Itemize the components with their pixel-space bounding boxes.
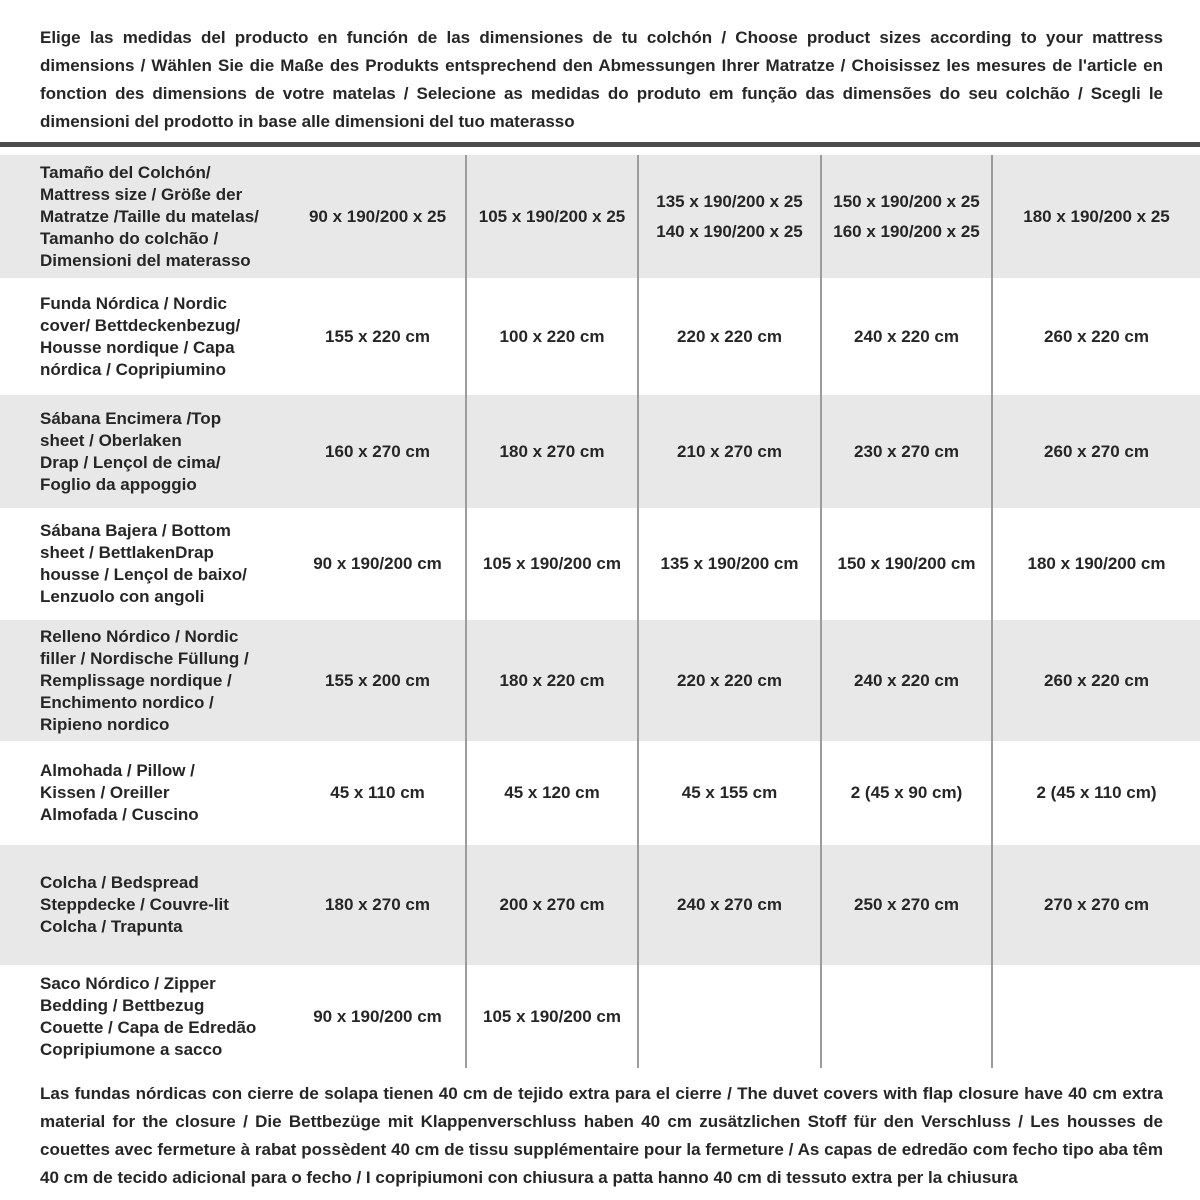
size-value-cell: 210 x 270 cm [637, 395, 820, 508]
size-value-cell: 180 x 270 cm [325, 895, 430, 914]
size-value-cell: 250 x 270 cm [820, 845, 991, 965]
table-row-zipper-bedding: Saco Nórdico / Zipper Bedding / Bettbezu… [0, 965, 1200, 1068]
footnote-text: Las fundas nórdicas con cierre de solapa… [40, 1084, 1163, 1187]
product-label-cell: Tamaño del Colchón/ Mattress size / Größ… [40, 162, 259, 270]
intro-text: Elige las medidas del producto en funció… [40, 28, 1163, 131]
size-value-cell: 150 x 190/200 cm [820, 508, 991, 620]
size-value-cell: 135 x 190/200 x 25 140 x 190/200 x 25 [637, 155, 820, 278]
table-top-rule [0, 142, 1200, 147]
size-value-cell: 180 x 190/200 cm [991, 508, 1200, 620]
size-value-cell: 160 x 270 cm [325, 441, 430, 461]
size-value-cell: 240 x 220 cm [820, 620, 991, 741]
size-value-cell: 180 x 270 cm [465, 395, 637, 508]
size-value-cell: 100 x 220 cm [465, 278, 637, 395]
table-row-pillow: Almohada / Pillow / Kissen / Oreiller Al… [0, 741, 1200, 845]
size-value-cell: 230 x 270 cm [820, 395, 991, 508]
size-value-cell [991, 965, 1200, 1068]
product-label-cell: Saco Nórdico / Zipper Bedding / Bettbezu… [40, 973, 257, 1059]
size-value-cell [820, 965, 991, 1068]
size-value-cell: 180 x 190/200 x 25 [991, 155, 1200, 278]
size-value-cell: 135 x 190/200 cm [637, 508, 820, 620]
product-label-cell: Sábana Bajera / Bottom sheet / Bettlaken… [40, 521, 247, 606]
size-value-cell: 105 x 190/200 x 25 [465, 155, 637, 278]
size-value-cell: 200 x 270 cm [465, 845, 637, 965]
size-value-cell: 150 x 190/200 x 25 160 x 190/200 x 25 [820, 155, 991, 278]
table-row-bottom-sheet: Sábana Bajera / Bottom sheet / Bettlaken… [0, 508, 1200, 620]
size-value-cell: 90 x 190/200 cm [313, 554, 442, 573]
size-value-cell: 2 (45 x 110 cm) [991, 741, 1200, 845]
size-value-cell: 105 x 190/200 cm [465, 965, 637, 1068]
table-row-bedspread: Colcha / Bedspread Steppdecke / Couvre-l… [0, 845, 1200, 965]
size-value-cell: 260 x 270 cm [991, 395, 1200, 508]
size-value-cell: 240 x 220 cm [820, 278, 991, 395]
table-row-nordic-cover: Funda Nórdica / Nordic cover/ Bettdecken… [0, 278, 1200, 395]
size-value-cell: 270 x 270 cm [991, 845, 1200, 965]
size-value-cell: 2 (45 x 90 cm) [820, 741, 991, 845]
size-value-cell: 180 x 220 cm [465, 620, 637, 741]
size-value-cell: 220 x 220 cm [637, 620, 820, 741]
product-label-cell: Relleno Nórdico / Nordic filler / Nordis… [40, 626, 249, 734]
table-row-top-sheet: Sábana Encimera /Top sheet / Oberlaken D… [0, 395, 1200, 508]
product-label-cell: Almohada / Pillow / Kissen / Oreiller Al… [40, 761, 199, 824]
size-value-cell: 220 x 220 cm [637, 278, 820, 395]
product-label-cell: Colcha / Bedspread Steppdecke / Couvre-l… [40, 873, 229, 936]
size-value-cell: 240 x 270 cm [637, 845, 820, 965]
table-row-nordic-filler: Relleno Nórdico / Nordic filler / Nordis… [0, 620, 1200, 741]
size-value-cell: 90 x 190/200 cm [313, 1006, 442, 1026]
product-label-cell: Funda Nórdica / Nordic cover/ Bettdecken… [40, 293, 241, 379]
table-row-mattress-size: Tamaño del Colchón/ Mattress size / Größ… [0, 155, 1200, 278]
size-value-cell [637, 965, 820, 1068]
size-value-cell: 155 x 200 cm [325, 670, 430, 690]
size-value-cell: 45 x 155 cm [637, 741, 820, 845]
size-value-cell: 90 x 190/200 x 25 [308, 206, 447, 226]
size-table: Tamaño del Colchón/ Mattress size / Größ… [0, 155, 1200, 1068]
size-value-cell: 260 x 220 cm [991, 620, 1200, 741]
size-value-cell: 45 x 120 cm [465, 741, 637, 845]
size-value-cell: 105 x 190/200 cm [465, 508, 637, 620]
size-value-cell: 155 x 220 cm [325, 326, 430, 346]
product-label-cell: Sábana Encimera /Top sheet / Oberlaken D… [40, 408, 222, 494]
size-value-cell: 45 x 110 cm [330, 783, 425, 802]
size-value-cell: 260 x 220 cm [991, 278, 1200, 395]
